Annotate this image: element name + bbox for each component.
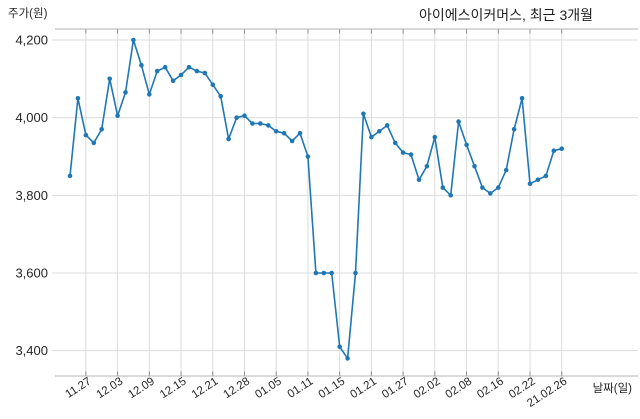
data-point-marker	[527, 181, 533, 186]
data-point-marker	[123, 90, 128, 95]
data-point-marker	[337, 344, 343, 350]
data-point-marker	[75, 96, 81, 101]
data-point-marker	[480, 185, 485, 190]
data-point-marker	[416, 177, 422, 183]
x-tick-label: 02.08	[444, 375, 475, 401]
x-tick-label: 01.27	[380, 375, 411, 401]
x-tick-label: 01.15	[317, 375, 348, 401]
y-tick-label: 3,800	[15, 188, 48, 203]
data-point-marker	[297, 130, 303, 136]
x-tick-label: 12.28	[221, 375, 252, 401]
price-line	[69, 39, 563, 360]
x-tick-label: 01.21	[348, 375, 379, 401]
data-point-marker	[321, 270, 327, 276]
data-point-marker	[535, 177, 541, 183]
data-point-marker	[511, 127, 517, 132]
y-axis-title: 주가(원)	[8, 8, 48, 20]
data-point-marker	[226, 136, 231, 142]
data-point-marker	[408, 152, 414, 157]
data-point-marker	[392, 140, 398, 146]
data-point-marker	[464, 142, 469, 148]
data-point-marker	[273, 129, 279, 134]
chart-title: 아이에스이커머스, 최근 3개월	[418, 7, 593, 23]
data-point-marker	[353, 270, 358, 276]
data-point-marker	[488, 191, 493, 196]
data-point-marker	[519, 96, 525, 101]
data-point-marker	[218, 94, 223, 99]
x-tick-label: 12.09	[126, 375, 157, 401]
data-point-marker	[281, 130, 287, 136]
data-point-marker	[266, 123, 271, 128]
data-point-marker	[162, 64, 168, 70]
data-point-marker	[178, 72, 184, 78]
data-point-marker	[551, 148, 557, 153]
data-point-marker	[345, 356, 350, 361]
x-tick-label: 01.05	[253, 375, 284, 401]
data-point-marker	[194, 68, 200, 74]
data-point-marker	[107, 76, 112, 82]
data-point-marker	[440, 185, 446, 190]
data-point-marker	[289, 138, 295, 144]
y-tick-label: 3,400	[15, 343, 48, 358]
x-tick-label: 02.16	[475, 375, 506, 401]
x-tick-label: 01.11	[286, 375, 316, 400]
data-point-marker	[154, 68, 160, 74]
y-tick-label: 3,600	[15, 266, 48, 281]
data-point-marker	[250, 121, 255, 126]
data-point-marker	[377, 129, 382, 134]
x-tick-label: 12.21	[190, 375, 221, 401]
data-point-marker	[448, 193, 454, 198]
data-point-marker	[234, 115, 239, 120]
data-point-marker	[496, 185, 501, 190]
data-point-marker	[361, 111, 366, 117]
data-point-marker	[313, 270, 319, 276]
data-point-marker	[472, 163, 477, 169]
data-point-marker	[139, 62, 144, 68]
data-point-marker	[329, 270, 335, 276]
data-point-marker	[147, 92, 152, 97]
data-point-marker	[400, 150, 406, 155]
data-point-marker	[543, 173, 549, 179]
data-point-marker	[131, 37, 136, 43]
y-tick-label: 4,200	[15, 33, 48, 48]
data-point-marker	[503, 167, 509, 173]
data-point-marker	[432, 134, 438, 140]
x-axis-title: 날짜(일)	[592, 383, 632, 395]
data-point-marker	[67, 173, 73, 179]
x-tick-label: 11.27	[64, 375, 94, 400]
data-point-marker	[91, 140, 97, 146]
x-tick-label: 12.15	[158, 375, 189, 401]
data-point-marker	[258, 121, 263, 126]
data-point-marker	[305, 154, 311, 159]
data-point-marker	[242, 113, 247, 118]
data-point-marker	[202, 70, 208, 76]
data-point-marker	[170, 78, 176, 84]
x-tick-label: 02.02	[412, 375, 443, 401]
data-point-marker	[115, 113, 120, 118]
data-point-marker	[559, 146, 564, 151]
data-point-marker	[210, 82, 216, 87]
data-point-marker	[384, 123, 390, 128]
y-tick-label: 4,000	[15, 110, 48, 125]
data-point-marker	[83, 132, 89, 138]
data-point-marker	[424, 163, 430, 169]
data-point-marker	[186, 64, 192, 70]
data-point-marker	[99, 127, 104, 132]
data-point-marker	[369, 134, 374, 140]
data-point-marker	[456, 119, 461, 124]
x-tick-label: 12.03	[95, 375, 126, 401]
